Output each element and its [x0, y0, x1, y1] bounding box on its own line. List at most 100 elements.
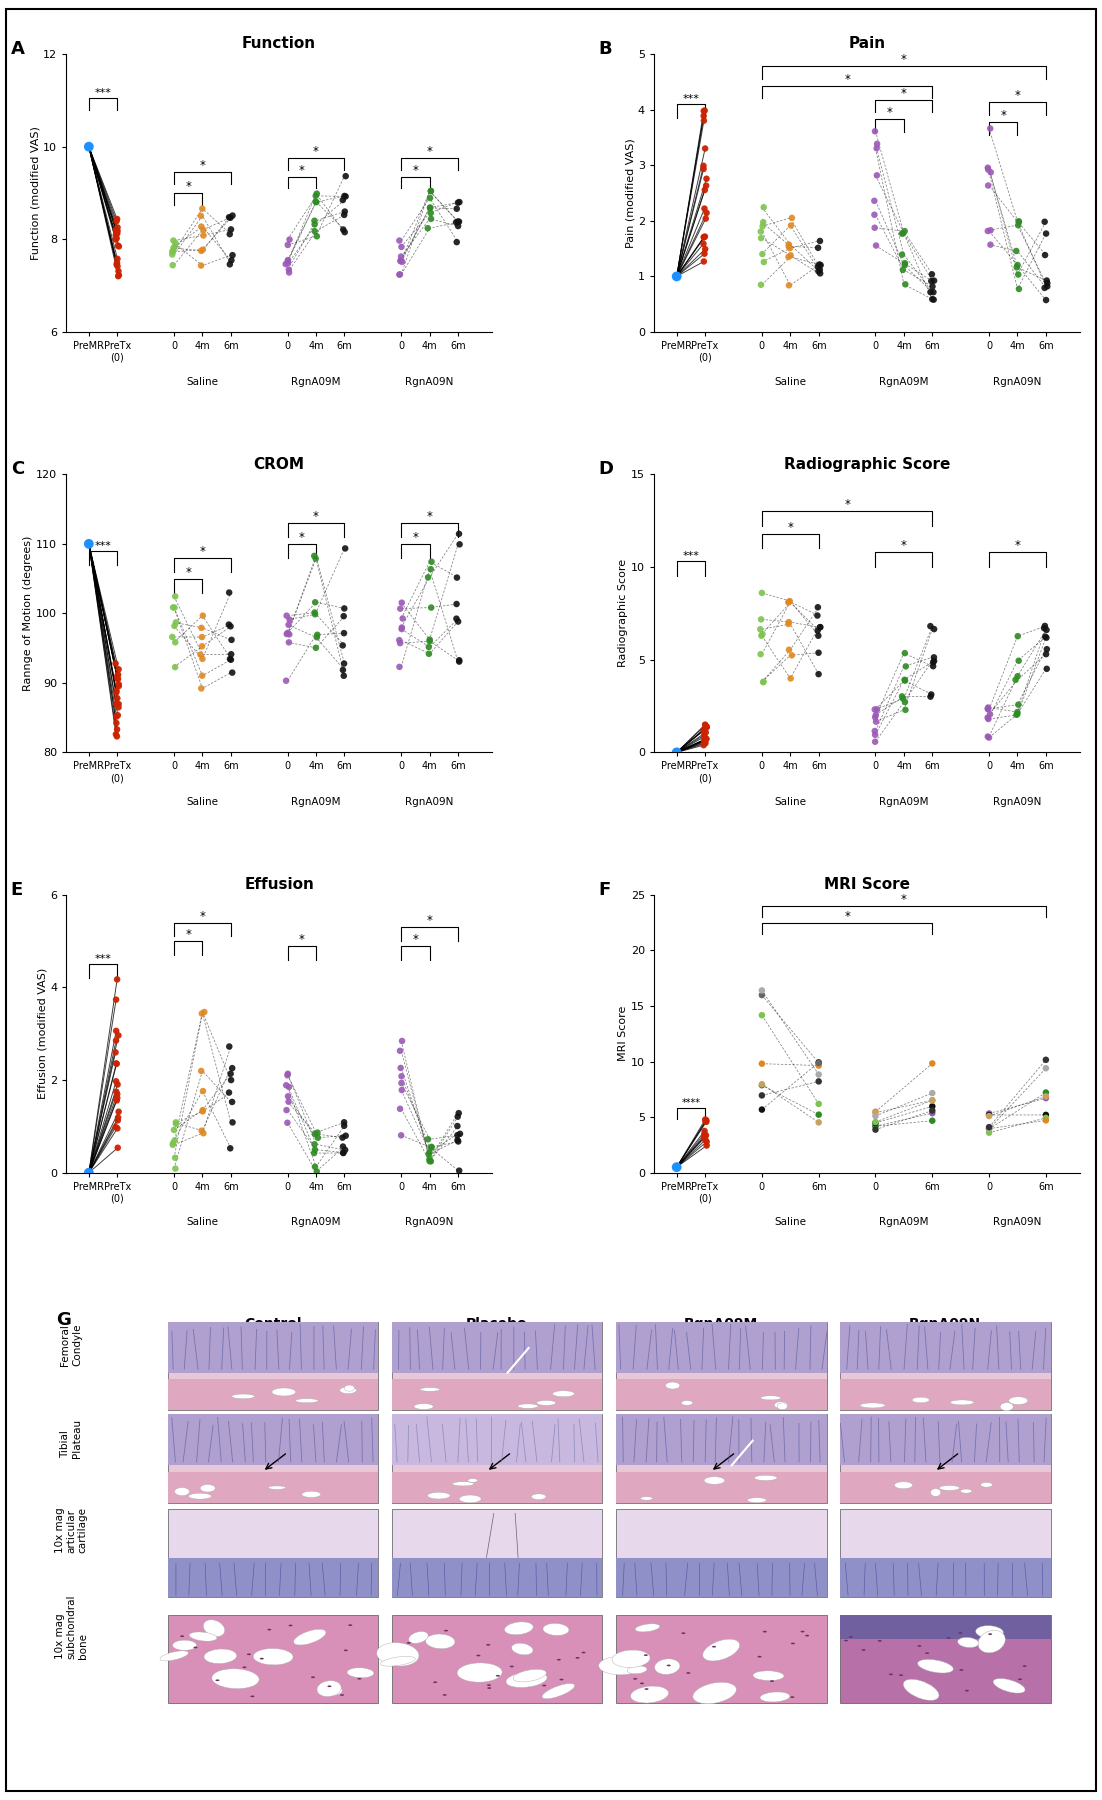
Bar: [840, 1615, 1050, 1703]
Point: [108, 250, 126, 279]
Point: [1036, 274, 1054, 302]
Point: [981, 724, 998, 752]
Point: [694, 229, 712, 257]
Point: [781, 234, 799, 263]
Point: [696, 718, 714, 747]
Text: RgnA09N: RgnA09N: [406, 797, 454, 806]
Point: [982, 158, 1000, 187]
Point: [1007, 666, 1025, 695]
Point: [306, 211, 324, 239]
Title: Pain: Pain: [849, 36, 886, 52]
Point: [867, 133, 885, 162]
Point: [897, 270, 915, 299]
Point: [166, 1143, 184, 1172]
Text: RgnA09N: RgnA09N: [909, 1318, 981, 1332]
Point: [1037, 1046, 1055, 1075]
Point: [894, 220, 911, 248]
Point: [780, 232, 798, 261]
Bar: [391, 1508, 603, 1597]
Text: *: *: [901, 540, 907, 553]
Ellipse shape: [627, 1667, 647, 1674]
Point: [220, 220, 238, 248]
Point: [867, 700, 885, 729]
Point: [279, 1060, 296, 1089]
Point: [696, 1105, 714, 1134]
Point: [753, 1049, 770, 1078]
Point: [107, 1112, 125, 1141]
Point: [1037, 1100, 1055, 1129]
Text: RgnA09M: RgnA09M: [291, 797, 341, 806]
Point: [108, 677, 126, 706]
Ellipse shape: [231, 1393, 255, 1399]
Point: [1035, 614, 1052, 643]
Point: [306, 589, 324, 617]
Ellipse shape: [293, 1629, 326, 1645]
Point: [279, 1109, 296, 1138]
Ellipse shape: [420, 1388, 440, 1391]
Text: *: *: [426, 509, 433, 524]
Point: [165, 612, 183, 641]
Ellipse shape: [302, 1490, 321, 1498]
Point: [166, 1127, 184, 1156]
Point: [810, 639, 828, 668]
Point: [782, 211, 800, 239]
Point: [925, 643, 942, 671]
Point: [390, 227, 408, 256]
Ellipse shape: [640, 1496, 652, 1499]
Ellipse shape: [514, 1669, 547, 1681]
Point: [923, 1085, 941, 1114]
Point: [108, 715, 126, 743]
Point: [922, 680, 940, 709]
Text: *: *: [313, 509, 318, 524]
Ellipse shape: [531, 1494, 545, 1499]
Bar: [616, 1508, 826, 1597]
Point: [981, 1114, 998, 1143]
Point: [393, 614, 411, 643]
Point: [695, 1121, 713, 1150]
Point: [422, 176, 440, 205]
Point: [925, 284, 942, 313]
Point: [921, 682, 939, 711]
Point: [449, 1125, 466, 1154]
Ellipse shape: [204, 1649, 237, 1663]
Point: [755, 207, 773, 236]
Ellipse shape: [457, 1663, 503, 1683]
Point: [698, 164, 715, 193]
Title: CROM: CROM: [253, 457, 304, 472]
Point: [698, 1105, 715, 1134]
Text: RgnA09M: RgnA09M: [879, 1217, 929, 1228]
Point: [451, 529, 468, 558]
Point: [195, 1120, 213, 1148]
Point: [305, 1139, 323, 1168]
Point: [108, 1049, 126, 1078]
Point: [754, 239, 771, 268]
Ellipse shape: [747, 1498, 767, 1503]
Point: [780, 272, 798, 301]
Point: [981, 700, 998, 729]
Point: [336, 218, 354, 247]
Text: *: *: [185, 180, 191, 193]
Text: *: *: [412, 932, 419, 945]
Point: [450, 607, 467, 635]
Point: [1009, 261, 1027, 290]
Bar: [391, 1321, 603, 1409]
Point: [107, 720, 125, 749]
Point: [334, 1132, 352, 1161]
Point: [393, 1076, 411, 1105]
Bar: [391, 1615, 603, 1703]
Text: RgnA09M: RgnA09M: [291, 1217, 341, 1228]
Point: [166, 628, 184, 657]
Point: [810, 1048, 828, 1076]
Text: RgnA09N: RgnA09N: [406, 376, 454, 387]
Ellipse shape: [268, 1487, 285, 1489]
Point: [279, 248, 296, 277]
Point: [392, 1121, 410, 1150]
Point: [1038, 655, 1056, 684]
Point: [809, 601, 826, 630]
Point: [450, 189, 467, 218]
Ellipse shape: [425, 1634, 455, 1649]
Text: ***: ***: [682, 94, 700, 104]
Point: [809, 616, 826, 644]
Text: Saline: Saline: [186, 797, 218, 806]
Bar: [840, 1321, 1050, 1409]
